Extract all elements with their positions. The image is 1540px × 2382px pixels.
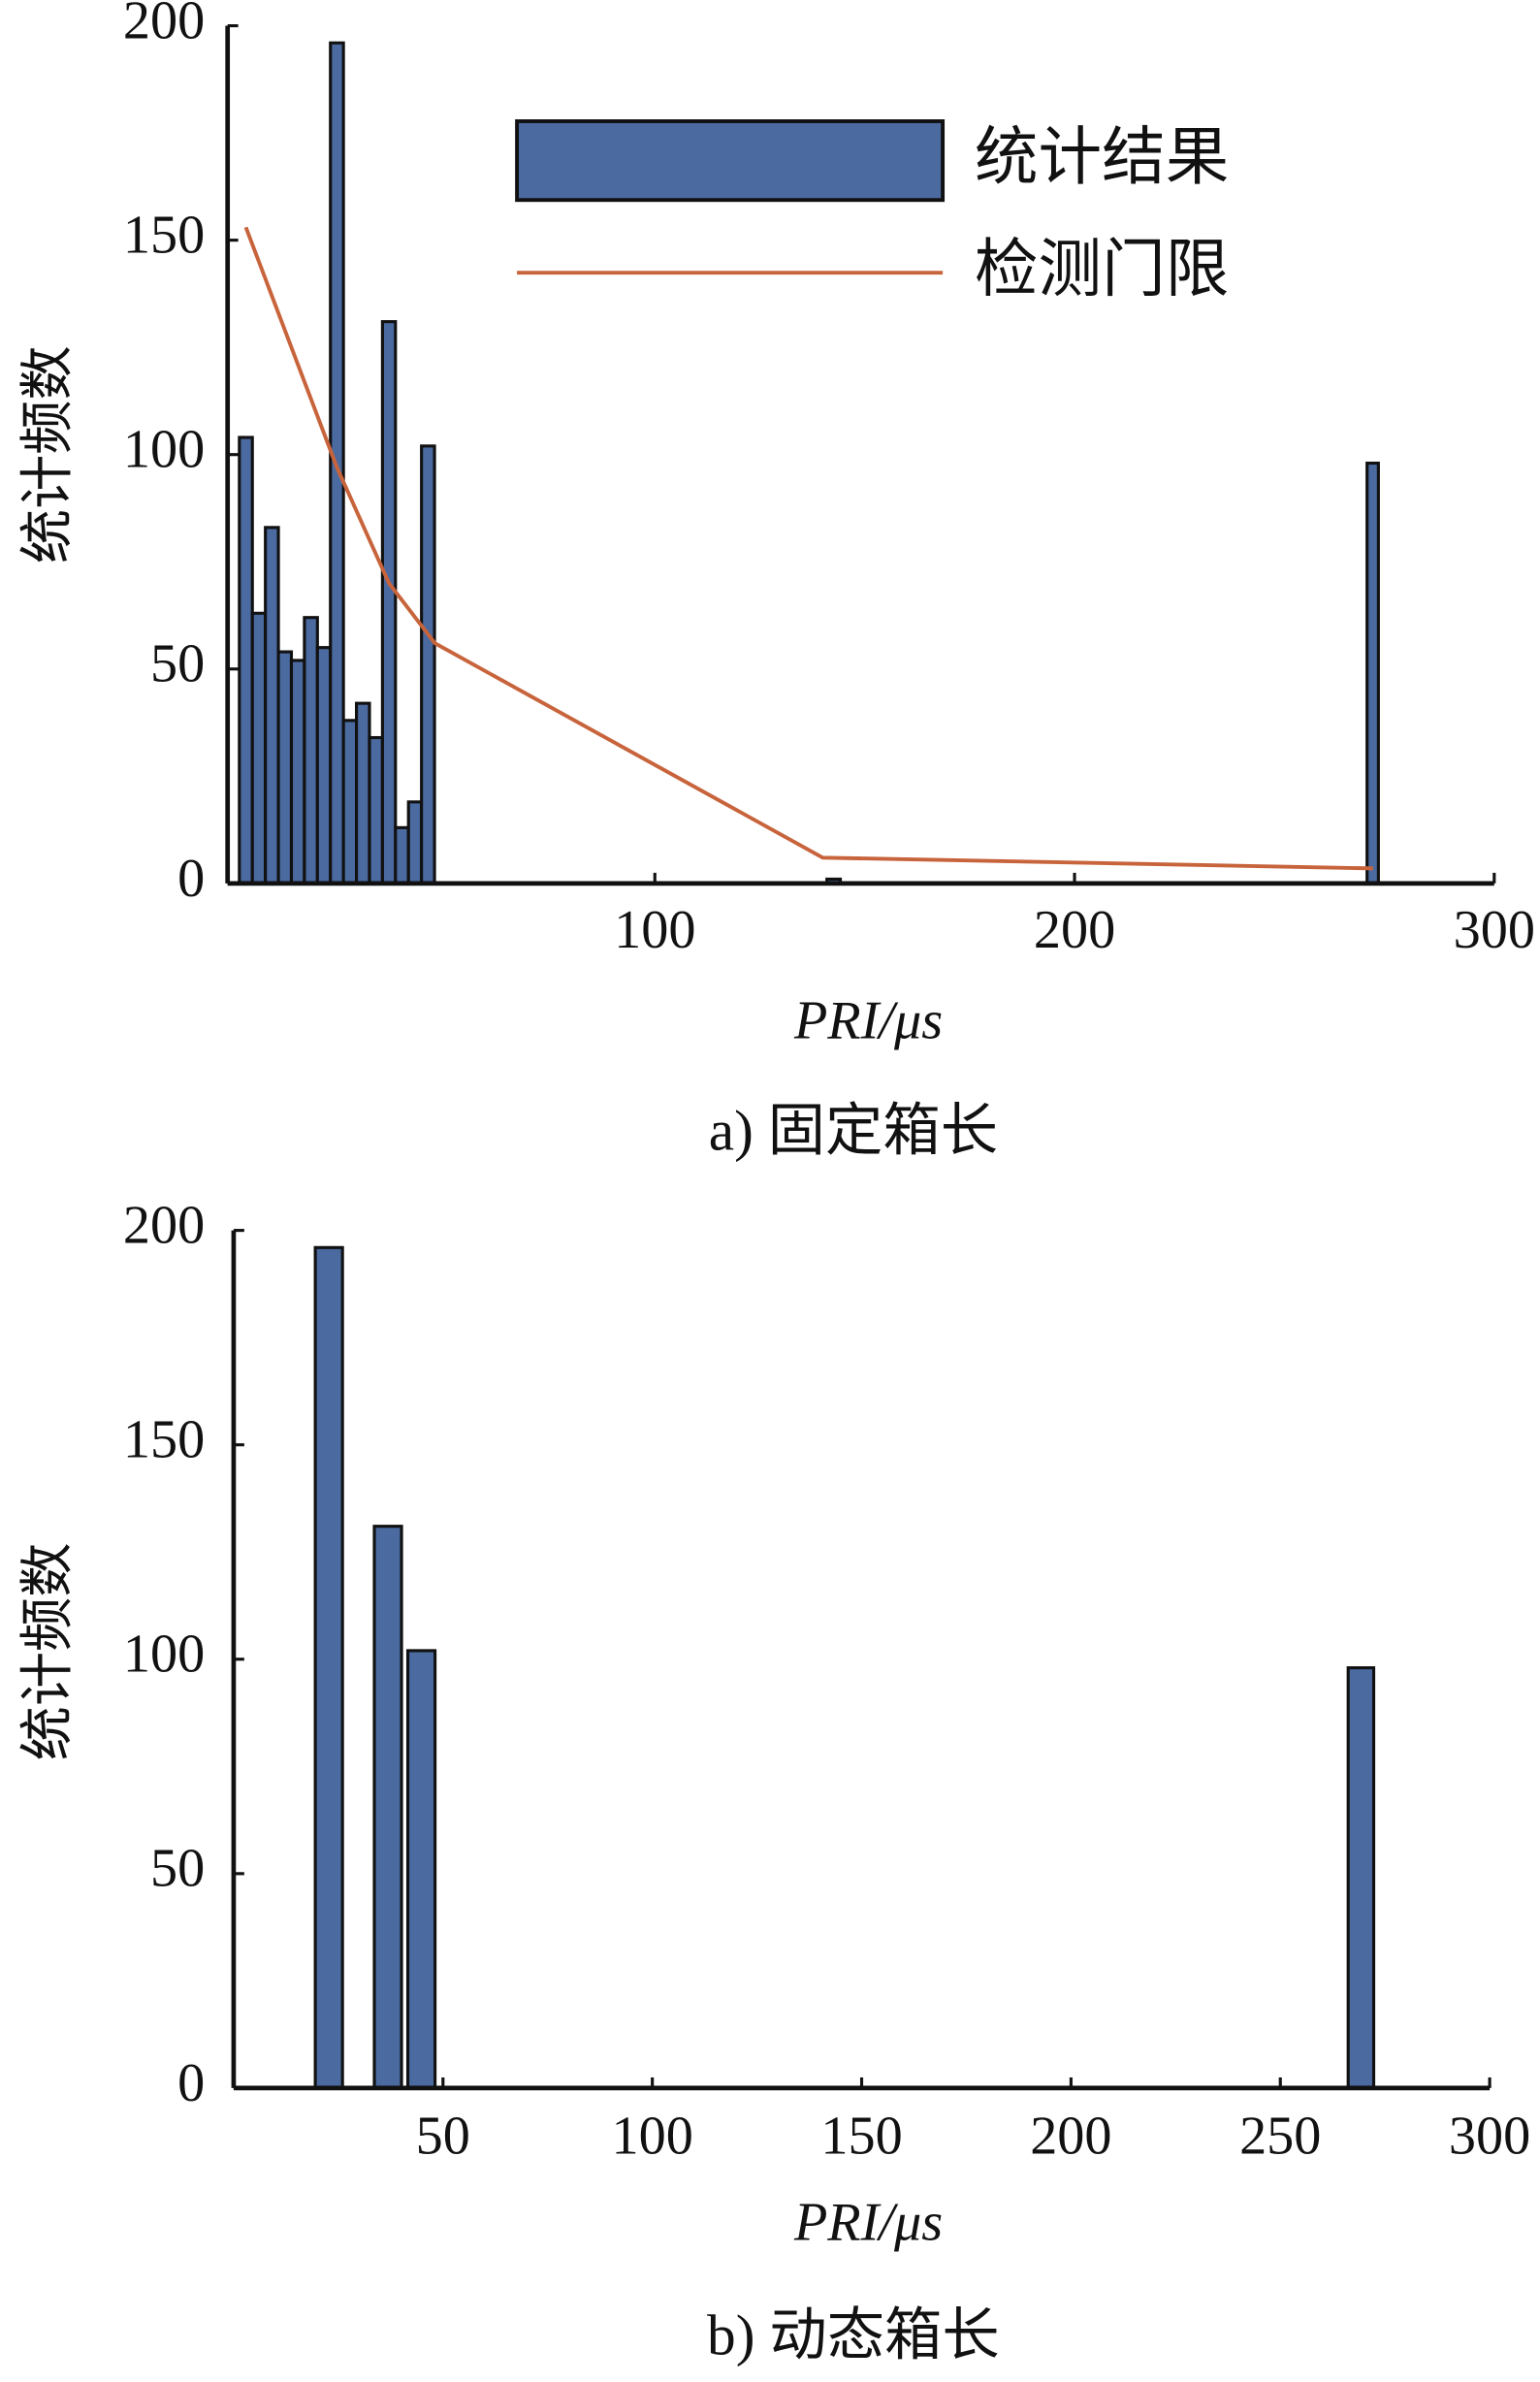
bar xyxy=(372,1525,403,2090)
bar xyxy=(405,1649,437,2090)
bar xyxy=(238,435,254,885)
y-tick-label: 50 xyxy=(150,634,205,694)
legend-label: 统计结果 xyxy=(975,123,1229,193)
caption: b) 动态箱长 xyxy=(707,2302,1000,2366)
x-tick-label: 100 xyxy=(614,900,695,960)
y-axis-label: 统计频数 xyxy=(18,345,79,563)
y-tick-label: 0 xyxy=(177,2053,205,2113)
bar xyxy=(1365,461,1380,885)
bar xyxy=(341,719,359,885)
x-tick-label: 250 xyxy=(1239,2106,1321,2166)
bar xyxy=(276,650,294,885)
bar xyxy=(394,825,410,885)
y-axis-label: 统计频数 xyxy=(18,1542,79,1760)
bar xyxy=(264,526,280,885)
bar xyxy=(313,1245,344,2090)
y-tick-label: 100 xyxy=(123,1625,205,1685)
y-tick-label: 150 xyxy=(123,206,205,266)
x-tick-label: 200 xyxy=(1034,900,1115,960)
legend-label: 检测门限 xyxy=(975,235,1229,305)
bar xyxy=(289,659,306,885)
bar xyxy=(380,320,398,885)
x-tick-label: 150 xyxy=(820,2106,902,2166)
bar xyxy=(355,701,371,885)
y-tick-label: 150 xyxy=(123,1410,205,1470)
x-tick-label: 50 xyxy=(416,2106,470,2166)
x-tick-label: 300 xyxy=(1454,900,1535,960)
x-axis-label: PRI/μs xyxy=(793,991,943,1051)
threshold-line xyxy=(243,226,1373,871)
caption: a) 固定箱长 xyxy=(709,1098,998,1162)
y-tick-label: 100 xyxy=(123,420,205,480)
bar xyxy=(368,735,384,885)
bar xyxy=(315,646,333,885)
bar xyxy=(1346,1666,1376,2090)
x-axis-label: PRI/μs xyxy=(793,2193,943,2253)
legend-swatch xyxy=(515,119,946,203)
y-tick-label: 0 xyxy=(177,849,205,909)
x-tick-label: 300 xyxy=(1449,2106,1530,2166)
bar xyxy=(250,611,268,885)
y-tick-label: 50 xyxy=(150,1839,205,1899)
y-tick-label: 200 xyxy=(123,0,205,50)
bar xyxy=(406,800,424,885)
y-tick-label: 200 xyxy=(123,1196,205,1256)
x-tick-label: 200 xyxy=(1030,2106,1111,2166)
x-tick-label: 100 xyxy=(611,2106,692,2166)
bar xyxy=(420,444,436,885)
bar xyxy=(303,616,319,885)
